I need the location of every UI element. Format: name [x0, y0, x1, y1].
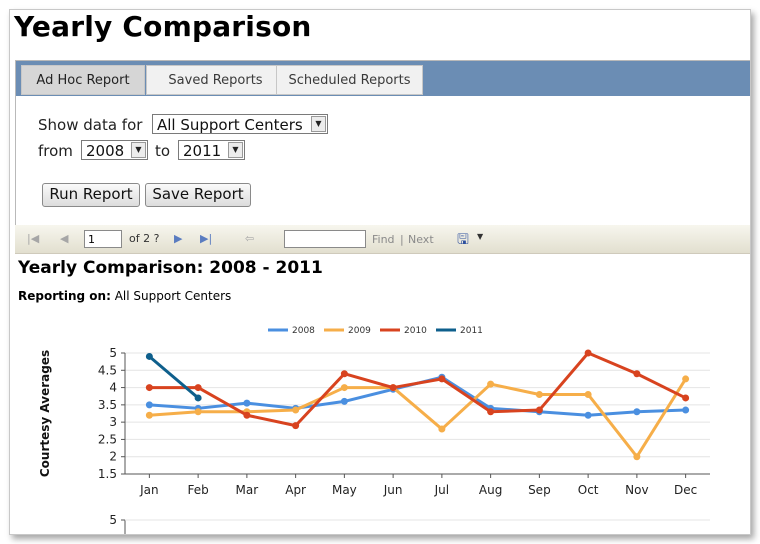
- data-point-2010: [340, 370, 348, 378]
- page-count-text: of 2 ?: [129, 232, 160, 245]
- data-point-2010: [535, 406, 543, 414]
- y-tick-label: 3.5: [98, 398, 117, 412]
- show-data-label: Show data for: [38, 116, 143, 134]
- support-center-value: All Support Centers: [157, 116, 303, 134]
- data-point-2008: [682, 406, 690, 414]
- chevron-down-icon: ▼: [131, 142, 146, 158]
- data-point-2009: [487, 380, 495, 388]
- to-label: to: [155, 142, 171, 160]
- data-point-2009: [682, 375, 690, 383]
- data-point-2008: [584, 411, 592, 419]
- find-link[interactable]: Find: [372, 233, 395, 246]
- data-point-2010: [633, 370, 641, 378]
- report-title: Yearly Comparison: 2008 - 2011: [18, 258, 323, 278]
- data-point-2010: [194, 384, 202, 392]
- legend-label: 2010: [404, 326, 427, 336]
- data-point-2010: [243, 411, 251, 419]
- x-tick-label: Nov: [625, 483, 648, 497]
- data-point-2008: [145, 401, 153, 409]
- y-tick-label-2: 5: [109, 513, 117, 527]
- legend-label: 2011: [460, 326, 483, 336]
- chevron-down-icon: ▼: [311, 116, 326, 132]
- x-tick-label: Jul: [434, 483, 449, 497]
- next-page-icon[interactable]: ▶: [174, 232, 183, 245]
- data-point-2010: [292, 422, 300, 430]
- data-point-2010: [145, 384, 153, 392]
- data-point-2009: [292, 406, 300, 414]
- next-link[interactable]: Next: [408, 233, 434, 246]
- toolbar-separator: |: [400, 233, 404, 246]
- data-point-2009: [145, 411, 153, 419]
- x-tick-label: Feb: [188, 483, 209, 497]
- data-point-2008: [633, 408, 641, 416]
- prev-page-icon[interactable]: ◀: [60, 232, 69, 245]
- series-line-2010: [149, 351, 687, 428]
- support-center-select[interactable]: All Support Centers ▼: [152, 114, 328, 134]
- tab-scheduled-reports[interactable]: Scheduled Reports: [276, 65, 423, 95]
- data-point-2009: [535, 390, 543, 398]
- series-line-2011: [148, 355, 200, 400]
- data-point-2009: [584, 390, 592, 398]
- data-point-2009: [194, 408, 202, 416]
- y-tick-label: 4.5: [98, 363, 117, 377]
- data-point-2009: [438, 425, 446, 433]
- x-tick-label: Apr: [285, 483, 306, 497]
- y-tick-label: 1.5: [98, 467, 117, 481]
- y-tick-label: 3: [109, 415, 117, 429]
- y-tick-label: 2: [109, 450, 117, 464]
- x-tick-label: Jan: [139, 483, 159, 497]
- to-year-select[interactable]: 2011 ▼: [178, 140, 245, 160]
- data-point-2010: [584, 349, 592, 357]
- data-point-2010: [682, 394, 690, 402]
- from-year-value: 2008: [86, 142, 125, 160]
- from-label: from: [38, 142, 73, 160]
- x-tick-label: Jun: [383, 483, 403, 497]
- last-page-icon[interactable]: ▶|: [200, 232, 213, 245]
- data-point-2008: [340, 397, 348, 405]
- legend-label: 2008: [292, 326, 315, 336]
- legend-label: 2009: [348, 326, 371, 336]
- x-tick-label: Oct: [578, 483, 599, 497]
- page-title: Yearly Comparison: [14, 10, 312, 43]
- tab-bar: Ad Hoc Report Saved Reports Scheduled Re…: [16, 61, 750, 96]
- data-point-2008: [243, 399, 251, 407]
- page-number-input[interactable]: 1: [84, 230, 122, 248]
- data-point-2009: [633, 453, 641, 461]
- run-report-button[interactable]: Run Report: [42, 183, 140, 207]
- y-tick-label: 5: [109, 346, 117, 360]
- tab-ad-hoc-report[interactable]: Ad Hoc Report: [21, 65, 145, 95]
- data-point-2010: [438, 375, 446, 383]
- reporting-on-value: All Support Centers: [114, 289, 232, 303]
- x-tick-label: Sep: [528, 483, 551, 497]
- series-line-2009: [149, 378, 687, 459]
- data-point-2009: [340, 384, 348, 392]
- data-point-2010: [487, 408, 495, 416]
- find-input[interactable]: [284, 230, 366, 248]
- report-frame: Yearly Comparison Ad Hoc Report Saved Re…: [9, 9, 751, 535]
- save-report-button[interactable]: Save Report: [145, 183, 251, 207]
- report-viewer-toolbar: |◀ ◀ 1 of 2 ? ▶ ▶| ⇦ Find | Next 🖫 ▼: [15, 225, 750, 254]
- x-tick-label: Dec: [674, 483, 697, 497]
- reporting-on: Reporting on: All Support Centers: [18, 289, 231, 303]
- tab-saved-reports[interactable]: Saved Reports: [146, 65, 285, 95]
- back-icon[interactable]: ⇦: [245, 232, 255, 245]
- y-tick-label: 4: [109, 381, 117, 395]
- from-year-select[interactable]: 2008 ▼: [81, 140, 148, 160]
- y-tick-label: 2.5: [98, 432, 117, 446]
- y-axis-label: Courtesy Averages: [38, 350, 52, 477]
- data-point-2010: [389, 384, 397, 392]
- x-tick-label: Mar: [236, 483, 259, 497]
- x-tick-label: Aug: [479, 483, 502, 497]
- data-point-2011: [194, 394, 202, 402]
- chevron-down-icon: ▼: [228, 142, 243, 158]
- reporting-on-label: Reporting on:: [18, 289, 111, 303]
- first-page-icon[interactable]: |◀: [27, 232, 40, 245]
- to-year-value: 2011: [183, 142, 222, 160]
- chevron-down-icon[interactable]: ▼: [477, 232, 484, 241]
- data-point-2011: [145, 352, 153, 360]
- x-tick-label: May: [332, 483, 357, 497]
- courtesy-averages-chart: 5 4.5 4 3.5 3 2.5 2 1.5 Jan Feb Mar Apr May Jun Jul Aug…: [38, 326, 710, 534]
- export-save-icon[interactable]: 🖫: [457, 232, 469, 248]
- report-options-panel: Ad Hoc Report Saved Reports Scheduled Re…: [15, 60, 750, 226]
